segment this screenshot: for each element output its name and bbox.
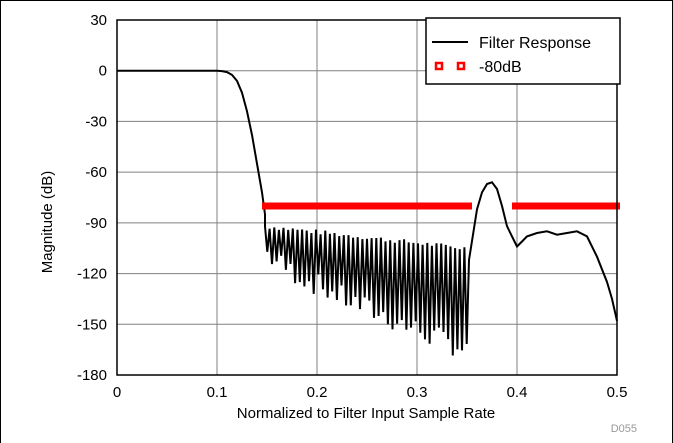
legend: Filter Response -80dB [425,17,621,85]
top-rule [0,0,673,1]
legend-label-80db: -80dB [479,59,522,76]
legend-label-filter-response: Filter Response [479,35,591,52]
y-tick-label: 0 [99,63,107,80]
x-tick-label: 0.3 [407,384,428,401]
legend-box [425,17,621,85]
y-tick-label: -120 [77,266,107,283]
legend-marker-swatch-2 [456,61,466,71]
filter-response-line [117,69,618,356]
x-axis-title: Normalized to Filter Input Sample Rate [237,405,495,422]
x-tick-label: 0.1 [207,384,228,401]
y-tick-label: -60 [85,164,107,181]
x-tick-label: 0.2 [307,384,328,401]
y-tick-label: -150 [77,316,107,333]
y-axis-title: Magnitude (dB) [39,171,56,274]
y-tick-label: -180 [77,367,107,384]
figure-id: D055 [611,423,637,435]
y-tick-label: -90 [85,215,107,232]
x-tick-label: 0.5 [607,384,628,401]
y-tick-label: -30 [85,113,107,130]
marker-80db [466,202,472,210]
legend-marker-swatch-1 [434,61,444,71]
y-tick-label: 30 [90,12,107,29]
x-tick-label: 0.4 [507,384,528,401]
x-tick-label: 0 [113,384,121,401]
plot-border [116,19,618,376]
